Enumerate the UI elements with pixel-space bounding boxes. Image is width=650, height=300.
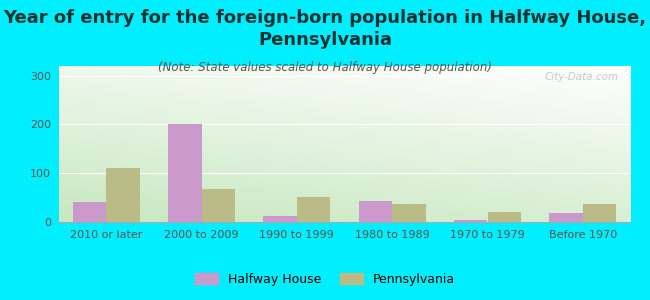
Text: Year of entry for the foreign-born population in Halfway House,
Pennsylvania: Year of entry for the foreign-born popul… [3,9,647,49]
Bar [392,205,426,222]
Bar [73,202,106,222]
Bar [297,197,330,222]
Bar [202,189,235,222]
Bar [106,168,140,222]
Text: City-Data.com: City-Data.com [545,72,619,82]
Legend: Halfway House, Pennsylvania: Halfway House, Pennsylvania [190,268,460,291]
Bar [549,213,583,222]
Bar [488,212,521,222]
Bar [168,124,202,222]
Bar [359,200,392,222]
Bar [583,205,616,222]
Bar [454,220,488,222]
Text: (Note: State values scaled to Halfway House population): (Note: State values scaled to Halfway Ho… [158,61,492,74]
Bar [263,216,297,222]
